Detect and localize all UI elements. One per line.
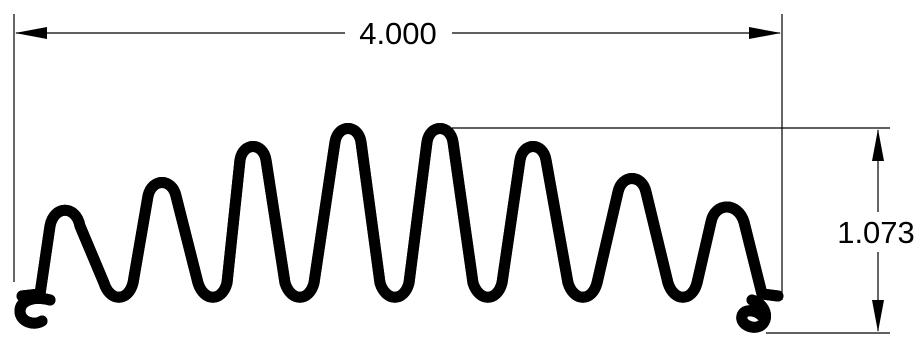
seal-profile-core bbox=[20, 129, 778, 328]
height-dimension: 1.073 bbox=[452, 127, 915, 334]
corrugated-seal-profile-icon bbox=[14, 129, 784, 328]
width-arrow-left-icon bbox=[15, 27, 47, 39]
width-dimension-label: 4.000 bbox=[359, 16, 437, 51]
width-arrow-right-icon bbox=[749, 27, 781, 39]
height-arrow-bottom-icon bbox=[872, 300, 884, 332]
width-dimension: 4.000 bbox=[13, 14, 783, 300]
height-dimension-label: 1.073 bbox=[837, 215, 915, 250]
height-arrow-top-icon bbox=[872, 129, 884, 161]
